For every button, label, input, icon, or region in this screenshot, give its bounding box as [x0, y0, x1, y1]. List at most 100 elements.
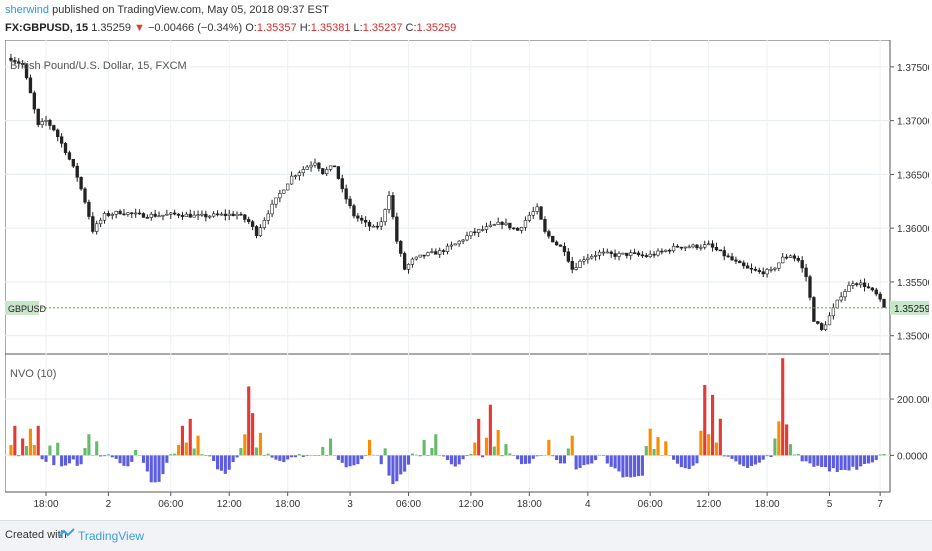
candle-body	[703, 244, 707, 248]
nvo-bar	[870, 455, 874, 463]
nvo-bar	[208, 455, 212, 457]
candle-body	[539, 206, 543, 220]
candle-body	[169, 212, 173, 215]
candle-body	[496, 221, 500, 225]
price-pane[interactable]	[4, 39, 891, 355]
candle-body	[664, 249, 668, 252]
candle-body	[656, 250, 660, 256]
candle-body	[301, 169, 305, 173]
candle-body	[488, 224, 493, 227]
nvo-bar	[87, 434, 91, 456]
candle-body	[317, 162, 321, 169]
candle-body	[180, 215, 185, 217]
chart-svg[interactable]: 1.37500 1.37000 1.36500 1.36000 1.35500 1.350…	[4, 39, 932, 524]
candle-body	[219, 213, 224, 216]
candle-body	[122, 213, 126, 216]
candle-body	[629, 252, 633, 256]
nvo-bar	[52, 455, 56, 466]
nvo-bar	[332, 455, 337, 456]
chart-area[interactable]: 1.37500 1.37000 1.36500 1.36000 1.35500 1.350…	[4, 39, 932, 524]
nvo-bar	[859, 455, 863, 467]
time-tick-label: 06:00	[396, 499, 421, 510]
nvo-bar	[36, 425, 40, 456]
nvo-bar	[551, 455, 555, 457]
candle-body	[590, 256, 594, 259]
candle-body	[617, 253, 621, 257]
nvo-bar	[531, 455, 535, 459]
nvo-bar	[660, 455, 664, 456]
author-link[interactable]: sherwind	[5, 4, 50, 16]
nvo-bar	[718, 418, 722, 456]
last-price-tag-label: 1.35259	[894, 304, 929, 315]
candle-body	[379, 221, 383, 227]
nvo-bar	[282, 455, 286, 463]
candle-body	[484, 226, 489, 230]
tradingview-brand[interactable]: TradingView	[78, 529, 145, 543]
candle-body	[519, 226, 524, 231]
candle-body	[387, 195, 391, 210]
nvo-bar	[816, 455, 820, 466]
nvo-bar	[773, 438, 777, 456]
nvo-bar	[293, 455, 298, 458]
candle-body	[668, 249, 672, 252]
symbol-label[interactable]: FX:GBPUSD, 15	[5, 22, 89, 34]
candle-body	[211, 213, 216, 217]
nvo-bar	[99, 455, 103, 457]
nvo-bar	[629, 455, 633, 478]
high-value: 1.35381	[310, 22, 351, 34]
candle-body	[745, 265, 750, 269]
candle-body	[145, 217, 150, 219]
nvo-bar	[570, 435, 574, 456]
nvo-bar	[734, 455, 738, 462]
candle-body	[110, 214, 114, 216]
indicator-pane[interactable]	[4, 353, 891, 493]
nvo-bar	[157, 455, 161, 482]
candle-body	[527, 214, 532, 221]
nvo-bar	[792, 454, 796, 456]
time-tick-label: 18:00	[755, 499, 780, 510]
candle-body	[632, 252, 637, 254]
candle-body	[28, 77, 33, 94]
time-tick-label: 18:00	[34, 499, 59, 510]
nvo-bar	[558, 455, 563, 464]
symbol-tag-bg	[5, 300, 39, 315]
nvo-bar	[176, 445, 181, 456]
nvo-bar	[863, 455, 867, 464]
candle-body	[293, 175, 298, 177]
nvo-bar	[539, 455, 543, 456]
candle-body	[734, 259, 738, 262]
candle-body	[371, 225, 376, 228]
nvo-bar	[379, 455, 383, 465]
candle-body	[87, 201, 91, 217]
nvo-bar	[165, 455, 169, 463]
time-tick-label: 12:00	[696, 499, 721, 510]
tradingview-logo-icon[interactable]	[58, 527, 76, 541]
candle-body	[208, 215, 212, 218]
nvo-bar	[866, 455, 871, 464]
nvo-bar	[566, 448, 570, 456]
nvo-bar	[835, 455, 839, 473]
candle-body	[625, 252, 629, 256]
candle-body	[126, 212, 130, 215]
candle-body	[621, 252, 625, 255]
candle-body	[586, 257, 590, 261]
candle-body	[457, 240, 461, 245]
indicator-tick-label: 0.0000	[897, 451, 928, 462]
nvo-bar	[9, 445, 13, 456]
candle-body	[63, 143, 68, 153]
candle-body	[660, 250, 664, 253]
candle-body	[344, 188, 348, 200]
candle-body	[800, 260, 804, 269]
last-price-tag-bg	[890, 300, 929, 315]
candle-body	[91, 216, 95, 232]
candle-body	[352, 205, 356, 217]
nvo-bar	[874, 455, 878, 460]
candle-body	[710, 243, 715, 248]
nvo-bar	[387, 455, 391, 476]
candle-body	[445, 245, 450, 252]
candle-body	[512, 227, 516, 230]
nvo-bar	[83, 447, 87, 456]
nvo-bar	[278, 455, 282, 461]
nvo-bar	[196, 435, 200, 456]
nvo-bar	[188, 418, 192, 456]
